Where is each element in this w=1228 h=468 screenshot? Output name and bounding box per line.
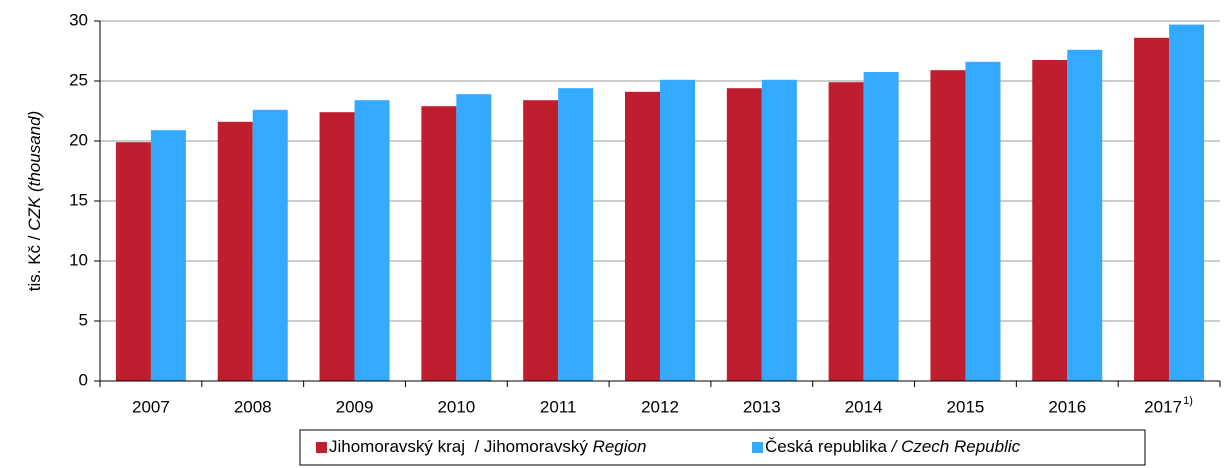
bar xyxy=(828,82,864,381)
bar xyxy=(421,106,457,381)
bar xyxy=(523,100,559,381)
bar xyxy=(1032,60,1068,381)
y-tick-label: 15 xyxy=(69,190,88,209)
bar xyxy=(965,61,1001,382)
bar xyxy=(217,121,253,382)
bar xyxy=(863,72,899,381)
x-tick-label: 2010 xyxy=(437,397,475,416)
text-part: / Czech Republic xyxy=(891,437,1021,456)
bar xyxy=(252,109,288,382)
text-part: Česká republika xyxy=(765,437,892,456)
legend-swatch xyxy=(752,442,763,453)
bar xyxy=(1134,37,1170,382)
y-tick-label: 20 xyxy=(69,130,88,149)
y-tick-label: 30 xyxy=(69,10,88,29)
text-part: Region xyxy=(593,437,647,456)
bar xyxy=(456,94,492,381)
bar xyxy=(761,79,797,382)
x-tick-label: 2013 xyxy=(743,397,781,416)
bar xyxy=(726,88,762,381)
bar xyxy=(625,91,660,382)
bar xyxy=(558,88,594,381)
bar xyxy=(150,130,186,381)
bar xyxy=(1067,49,1103,382)
x-tick-label: 2011 xyxy=(540,397,577,416)
footnote-mark: 1) xyxy=(1183,395,1193,407)
text-part: CZK (thousand) xyxy=(25,111,44,231)
bar xyxy=(354,100,390,381)
y-tick-label: 5 xyxy=(79,310,88,329)
text-part: tis. Kč / xyxy=(25,231,44,291)
y-axis-label: tis. Kč / CZK (thousand) xyxy=(25,111,44,291)
x-tick-label: 2009 xyxy=(336,397,374,416)
x-tick-label: 2014 xyxy=(845,397,883,416)
bar xyxy=(319,112,355,381)
x-tick-label: 2008 xyxy=(234,397,272,416)
bar xyxy=(1169,24,1205,381)
legend-label: Jihomoravský kraj / Jihomoravský Region xyxy=(329,437,646,456)
legend-box xyxy=(299,429,1146,466)
legend-label: Česká republika / Czech Republic xyxy=(765,437,1021,456)
y-tick-label: 10 xyxy=(69,250,88,269)
x-tick-label: 2012 xyxy=(641,397,679,416)
y-tick-label: 25 xyxy=(69,70,88,89)
y-tick-label: 0 xyxy=(79,370,88,389)
x-tick-label: 2016 xyxy=(1048,397,1086,416)
text-part: Jihomoravský kraj / Jihomoravský xyxy=(329,437,593,456)
bar xyxy=(115,142,151,381)
bar xyxy=(660,79,695,382)
legend-swatch xyxy=(316,442,327,453)
x-tick-label: 2015 xyxy=(947,397,985,416)
bar xyxy=(930,70,966,381)
x-tick-label: 2007 xyxy=(132,397,170,416)
x-tick-label: 2017 xyxy=(1144,397,1182,416)
